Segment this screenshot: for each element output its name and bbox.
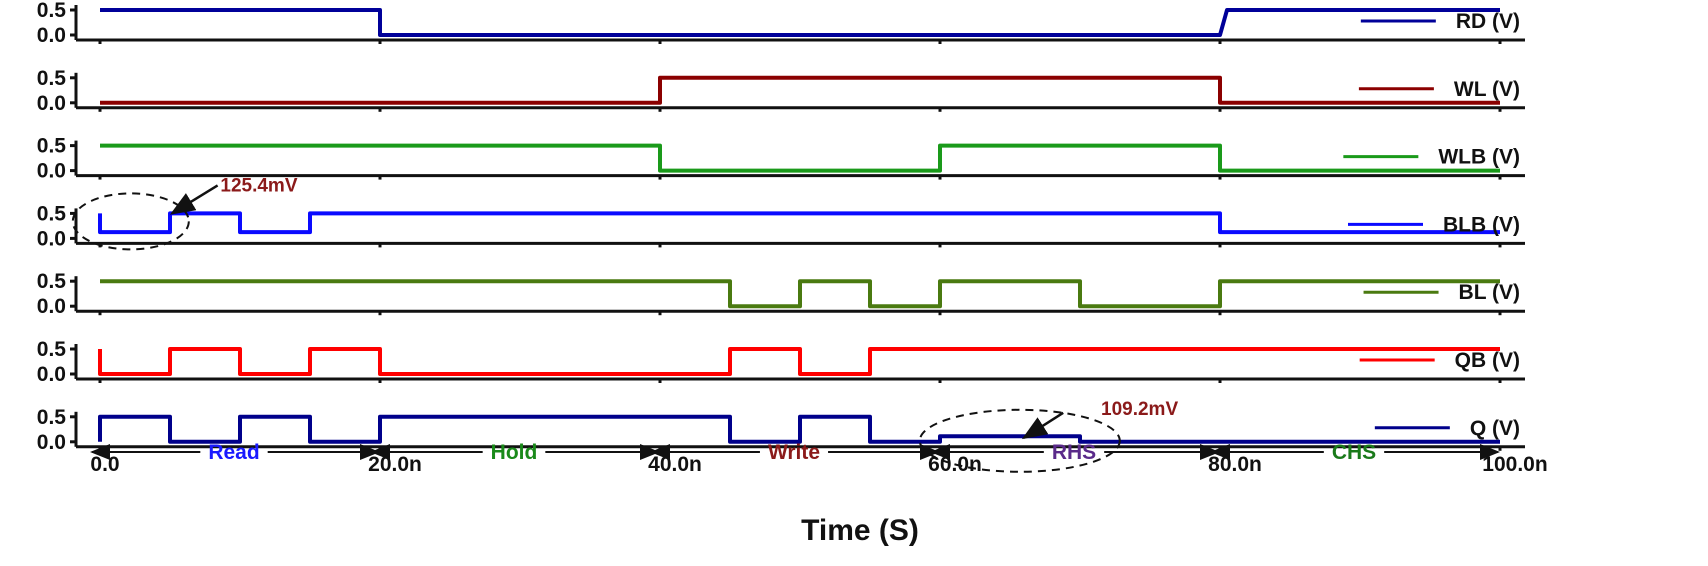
highlight-ellipse <box>71 192 190 251</box>
x-tick-label: 20.0n <box>368 453 422 476</box>
highlight-ellipse <box>918 408 1121 473</box>
series-line-qb-v <box>98 347 1500 376</box>
series-line-q-v <box>98 414 1500 444</box>
y-tick-label: 0.5 <box>37 406 67 429</box>
x-axis-label: Time (S) <box>801 514 919 547</box>
y-tick-label: 0.0 <box>37 24 66 47</box>
y-tick-label: 0.5 <box>37 338 67 361</box>
y-tick-label: 0.5 <box>37 0 67 22</box>
phase-label: Write <box>768 441 820 464</box>
phase-read: Read <box>90 441 380 464</box>
legend-label: WLB (V) <box>1438 146 1520 169</box>
legend-label: WL (V) <box>1454 78 1520 101</box>
y-tick-label: 0.5 <box>37 67 67 90</box>
y-tick-label: 0.5 <box>37 135 67 158</box>
panel-qb-v: 0.00.5 QB (V) <box>37 338 1525 386</box>
x-tick-label: 100.0n <box>1482 453 1547 476</box>
series-line-blb-v <box>98 211 1500 235</box>
y-tick-label: 0.5 <box>37 202 67 225</box>
legend-label: BLB (V) <box>1443 213 1520 236</box>
panel-bl-v: 0.00.5 BL (V) <box>37 270 1525 318</box>
y-tick-label: 0.0 <box>37 227 66 250</box>
annotation-q: 109.2mV <box>918 399 1178 473</box>
y-tick-label: 0.0 <box>37 295 66 318</box>
panel-wlb-v: 0.00.5 WLB (V) <box>37 135 1525 183</box>
series-line-rd-v <box>100 8 1500 37</box>
annotation-label: 125.4mV <box>220 175 297 196</box>
phase-rhs: RHS <box>930 441 1220 464</box>
series-line-bl-v <box>100 279 1500 309</box>
phase-write: Write <box>650 441 940 464</box>
phase-label: RHS <box>1052 441 1096 464</box>
y-tick-label: 0.0 <box>37 160 66 183</box>
series-line-wl-v <box>100 75 1500 105</box>
phase-label: Hold <box>491 441 538 464</box>
x-tick-label: 0.0 <box>90 453 119 476</box>
legend-label: Q (V) <box>1470 417 1520 440</box>
legend-label: BL (V) <box>1459 281 1520 304</box>
phase-hold: Hold <box>370 441 660 464</box>
y-tick-label: 0.0 <box>37 431 66 454</box>
panel-blb-v: 0.00.5 BLB (V) <box>37 202 1525 250</box>
phase-chs: CHS <box>1210 441 1500 464</box>
y-tick-label: 0.0 <box>37 363 66 386</box>
y-tick-label: 0.5 <box>37 270 67 293</box>
legend-label: QB (V) <box>1455 349 1520 372</box>
series-line-wlb-v <box>100 143 1500 173</box>
x-tick-label: 80.0n <box>1208 453 1262 476</box>
annotation-arrow <box>1021 411 1064 440</box>
phase-label: Read <box>208 441 259 464</box>
phase-label: CHS <box>1332 441 1376 464</box>
legend-label: RD (V) <box>1456 10 1520 33</box>
annotation-label: 109.2mV <box>1101 399 1178 420</box>
panel-wl-v: 0.00.5 WL (V) <box>37 67 1525 115</box>
y-tick-label: 0.0 <box>37 92 66 115</box>
x-tick-label: 40.0n <box>648 453 702 476</box>
annotation-blb: 125.4mV <box>71 175 298 251</box>
annotation-arrow <box>169 184 219 215</box>
panel-rd-v: 0.00.5 RD (V) <box>37 0 1525 47</box>
